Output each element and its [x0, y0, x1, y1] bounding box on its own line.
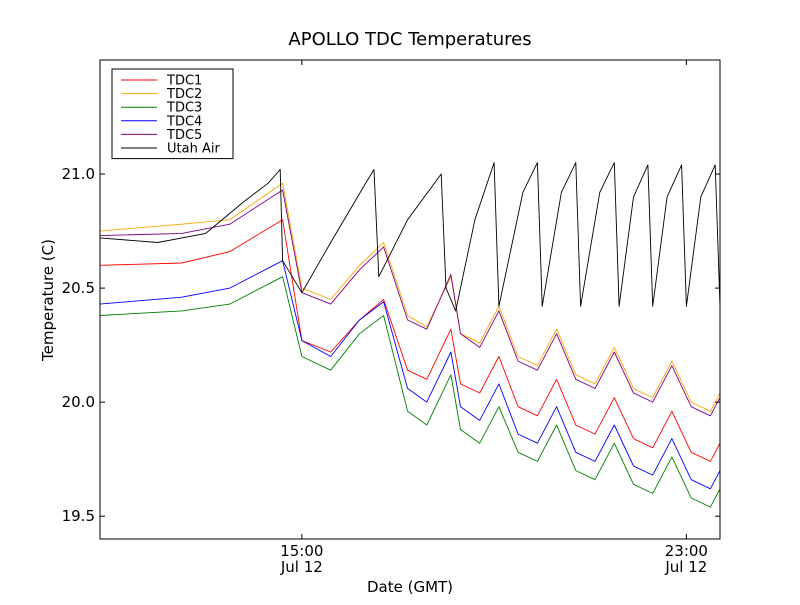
x-tick-label-date: Jul 12	[280, 558, 323, 576]
series-line-tdc1	[100, 219, 720, 462]
x-axis-label: Date (GMT)	[367, 578, 453, 596]
series-line-utah-air	[100, 162, 720, 312]
series-line-tdc2	[100, 182, 720, 412]
y-tick-label: 19.5	[62, 507, 95, 525]
series-line-tdc3	[100, 276, 720, 508]
legend-label: TDC5	[166, 128, 202, 143]
legend-label: Utah Air	[167, 142, 220, 157]
plot-frame	[99, 59, 721, 540]
legend-label: TDC3	[166, 101, 202, 116]
series-line-tdc4	[100, 260, 720, 490]
y-tick-label: 21.0	[62, 165, 95, 183]
x-tick-label-time: 23:00	[665, 542, 708, 560]
x-tick-label-time: 15:00	[280, 542, 323, 560]
series-line-tdc5	[100, 189, 720, 417]
legend-label: TDC2	[166, 87, 202, 102]
y-tick-label: 20.5	[62, 279, 95, 297]
series-layer	[100, 162, 720, 508]
y-axis-label: Temperature (C)	[39, 239, 57, 362]
chart-title: APOLLO TDC Temperatures	[288, 29, 531, 50]
y-tick-label: 20.0	[62, 393, 95, 411]
x-tick-label-date: Jul 12	[664, 558, 707, 576]
legend-label: TDC1	[166, 74, 202, 89]
legend-label: TDC4	[166, 114, 202, 129]
legend-box	[111, 68, 234, 160]
